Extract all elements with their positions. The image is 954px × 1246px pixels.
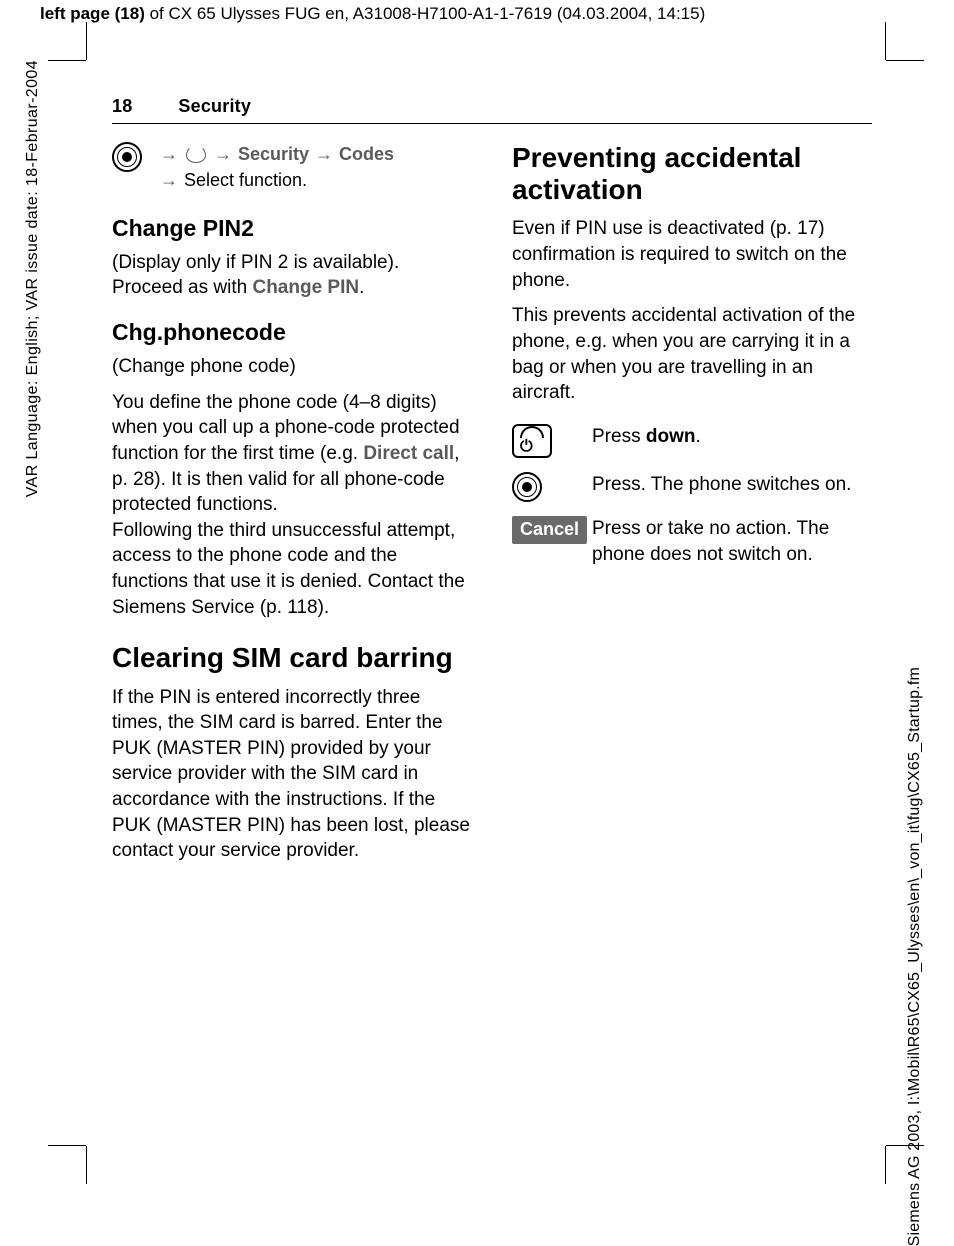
left-column: → → Security → Codes → Select function. xyxy=(112,142,472,874)
step-text-3: Press or take no action. The phone does … xyxy=(592,516,872,567)
top-meta-rest: of CX 65 Ulysses FUG en, A31008-H7100-A1… xyxy=(145,4,705,23)
running-head: 18 Security xyxy=(112,96,872,124)
para-change-pin2: (Display only if PIN 2 is available). Pr… xyxy=(112,250,472,301)
arrow-icon: → xyxy=(160,142,178,166)
crop-mark xyxy=(886,60,924,61)
arrow-icon: → xyxy=(214,142,232,166)
top-meta: left page (18) of CX 65 Ulysses FUG en, … xyxy=(40,4,914,24)
top-meta-bold: left page (18) xyxy=(40,4,145,23)
step-row-1: ⏻ Press down. xyxy=(512,424,872,458)
nav-line-1: → → Security → Codes xyxy=(156,142,394,166)
text: . xyxy=(695,426,700,447)
text: Press xyxy=(592,426,646,447)
step-icon-wrap xyxy=(512,472,568,502)
crop-mark xyxy=(885,1146,886,1184)
right-column: Preventing accidental activation Even if… xyxy=(512,142,872,874)
heading-change-pin2: Change PIN2 xyxy=(112,213,472,244)
crop-mark xyxy=(886,1145,924,1146)
page-number: 18 xyxy=(112,96,132,117)
arrow-icon: → xyxy=(160,168,178,192)
text: . xyxy=(359,277,364,298)
step-icon-wrap: Cancel xyxy=(512,516,568,544)
nav-select-fn: Select function. xyxy=(184,168,307,192)
para-phonecode-2: Following the third unsuccessful attempt… xyxy=(112,518,472,621)
nav-path: → → Security → Codes → Select function. xyxy=(112,142,472,193)
text-bold: down xyxy=(646,426,696,447)
tok-change-pin: Change PIN xyxy=(252,277,359,298)
crop-mark xyxy=(885,22,886,60)
crop-mark xyxy=(86,22,87,60)
arrow-icon: → xyxy=(315,142,333,166)
page: left page (18) of CX 65 Ulysses FUG en, … xyxy=(0,0,954,1246)
nav-tok-codes: Codes xyxy=(339,142,394,166)
para-prevent-2: This prevents accidental activation of t… xyxy=(512,303,872,406)
centre-key-icon xyxy=(112,142,142,172)
section-title: Security xyxy=(178,96,251,117)
crop-mark xyxy=(48,1145,86,1146)
step-text-2: Press. The phone switches on. xyxy=(592,472,872,498)
step-row-2: Press. The phone switches on. xyxy=(512,472,872,502)
para-prevent-1: Even if PIN use is deactivated (p. 17) c… xyxy=(512,216,872,293)
heading-chg-phonecode: Chg.phonecode xyxy=(112,317,472,348)
step-row-3: Cancel Press or take no action. The phon… xyxy=(512,516,872,567)
crop-mark xyxy=(48,60,86,61)
para-clearing: If the PIN is entered incorrectly three … xyxy=(112,685,472,864)
heading-clearing-sim: Clearing SIM card barring xyxy=(112,642,472,674)
nav-line-2: → Select function. xyxy=(156,168,394,192)
step-icon-wrap: ⏻ xyxy=(512,424,568,458)
heading-preventing: Preventing accidental activation xyxy=(512,142,872,206)
para-chg-phonecode-sub: (Change phone code) xyxy=(112,354,472,380)
softkey-cancel: Cancel xyxy=(512,516,587,544)
side-left-text: VAR Language: English; VAR issue date: 1… xyxy=(24,60,42,497)
on-off-key-icon: ⏻ xyxy=(512,424,552,458)
content: 18 Security → → Security → xyxy=(112,96,872,874)
centre-key-icon xyxy=(512,472,542,502)
crop-mark xyxy=(86,1146,87,1184)
nav-tok-security: Security xyxy=(238,142,309,166)
side-right-text: Siemens AG 2003, I:\Mobil\R65\CX65_Ulyss… xyxy=(906,667,924,1246)
scroll-icon xyxy=(186,145,206,163)
step-text-1: Press down. xyxy=(592,424,872,450)
nav-lines: → → Security → Codes → Select function. xyxy=(156,142,394,193)
para-phonecode-1: You define the phone code (4–8 digits) w… xyxy=(112,390,472,518)
tok-direct-call: Direct call xyxy=(363,443,454,464)
columns: → → Security → Codes → Select function. xyxy=(112,142,872,874)
